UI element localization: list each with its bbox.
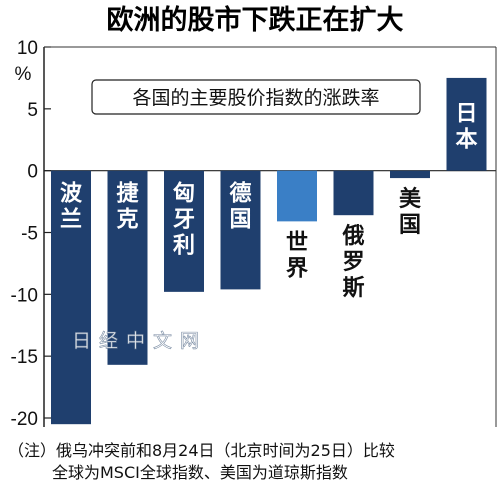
bar-category-label: 捷克 <box>116 182 139 233</box>
footnote-line-2: 全球为MSCI全球指数、美国为道琼斯指数 <box>52 463 348 482</box>
bar <box>390 170 430 179</box>
y-tick-label: 10 <box>17 38 38 59</box>
footnote-line-1: （注）俄乌冲突前和8月24日（北京时间为25日）比较 <box>8 441 395 460</box>
bar-group: 美国 <box>390 170 430 238</box>
chart-subtitle: 各国的主要股价指数的涨跌率 <box>132 87 379 109</box>
bar-category-label: 世界 <box>286 230 308 281</box>
y-tick-label: -5 <box>21 224 38 245</box>
y-tick-label: 0 <box>27 162 38 183</box>
bar <box>164 170 204 292</box>
y-axis-unit-label: % <box>15 64 32 85</box>
bar-category-label: 美国 <box>399 186 422 238</box>
bar-group: 匈牙利 <box>164 170 204 292</box>
y-tick-label: -20 <box>11 409 38 430</box>
watermark: 日经中文网 <box>72 330 207 352</box>
bar <box>107 170 148 365</box>
bar <box>220 170 261 290</box>
bar-group: 捷克 <box>107 170 148 365</box>
subtitle-box: 各国的主要股价指数的涨跌率 <box>91 79 421 115</box>
bar-group: 世界 <box>277 170 317 281</box>
bar-category-label: 德国 <box>229 181 251 233</box>
bar-group: 德国 <box>220 170 261 290</box>
y-axis: 10 5 0 -5 -10 -15 -20 <box>11 38 496 430</box>
bar-category-label: 日本 <box>455 101 477 152</box>
bar-category-label: 匈牙利 <box>173 182 195 259</box>
bar-group: 波兰 <box>51 170 91 425</box>
chart-title: 欧洲的股市下跌正在扩大 <box>107 4 404 36</box>
bar-group: 日本 <box>446 77 487 171</box>
bar <box>51 170 91 425</box>
subtitle-frame <box>91 79 421 115</box>
y-tick-label: 5 <box>27 100 38 121</box>
bar-category-label: 俄罗斯 <box>341 224 364 301</box>
bar-category-label: 波兰 <box>60 182 83 233</box>
bar <box>446 77 487 171</box>
y-tick-label: -15 <box>11 347 38 368</box>
y-tick-label: -10 <box>11 285 38 306</box>
bar <box>333 170 374 216</box>
bar <box>277 170 317 222</box>
bar-group: 俄罗斯 <box>333 170 374 301</box>
chart-footnote: （注）俄乌冲突前和8月24日（北京时间为25日）比较 全球为MSCI全球指数、美… <box>8 440 496 484</box>
